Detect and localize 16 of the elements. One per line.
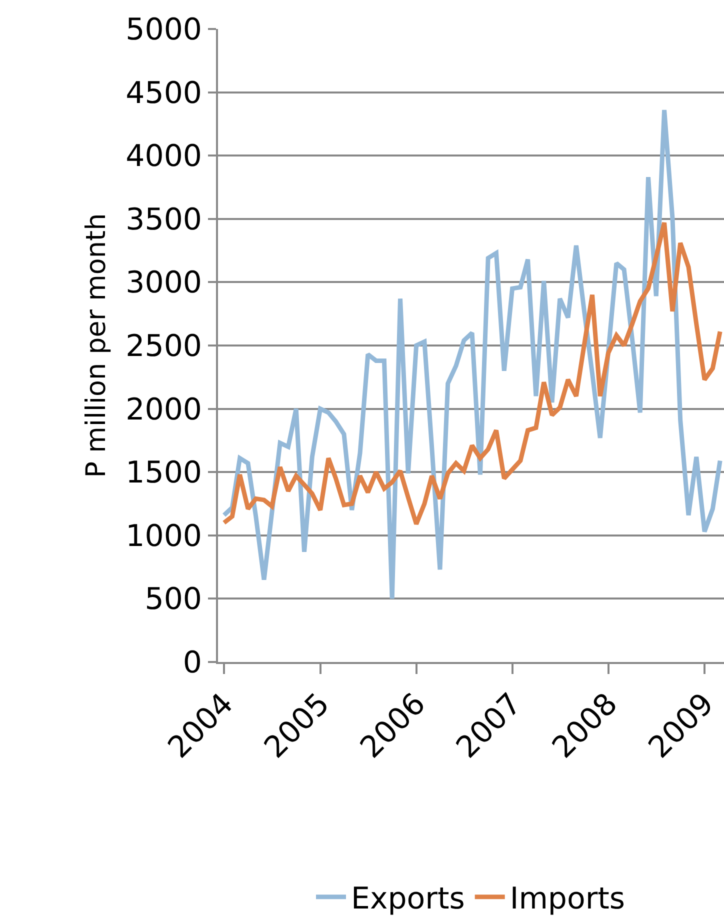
legend-label: Exports [351,882,465,917]
y-tick-label: 1000 [126,518,202,554]
y-tick-label: 4500 [126,76,202,111]
y-tick-label: 3000 [126,266,202,301]
y-axis-title: P million per month [81,213,112,478]
y-tick-label: 500 [144,582,202,618]
y-tick-label: 3500 [126,202,202,238]
legend-label: Imports [510,882,626,917]
y-tick-label: 1500 [126,456,202,491]
line-series [222,220,722,526]
y-tick-label: 5000 [126,12,202,48]
y-tick-label: 2500 [126,329,202,364]
y-tick-label: 0 [182,646,202,680]
y-tick-label: 2000 [126,392,202,428]
line-series [222,108,722,601]
y-tick-label: 4000 [126,139,202,174]
